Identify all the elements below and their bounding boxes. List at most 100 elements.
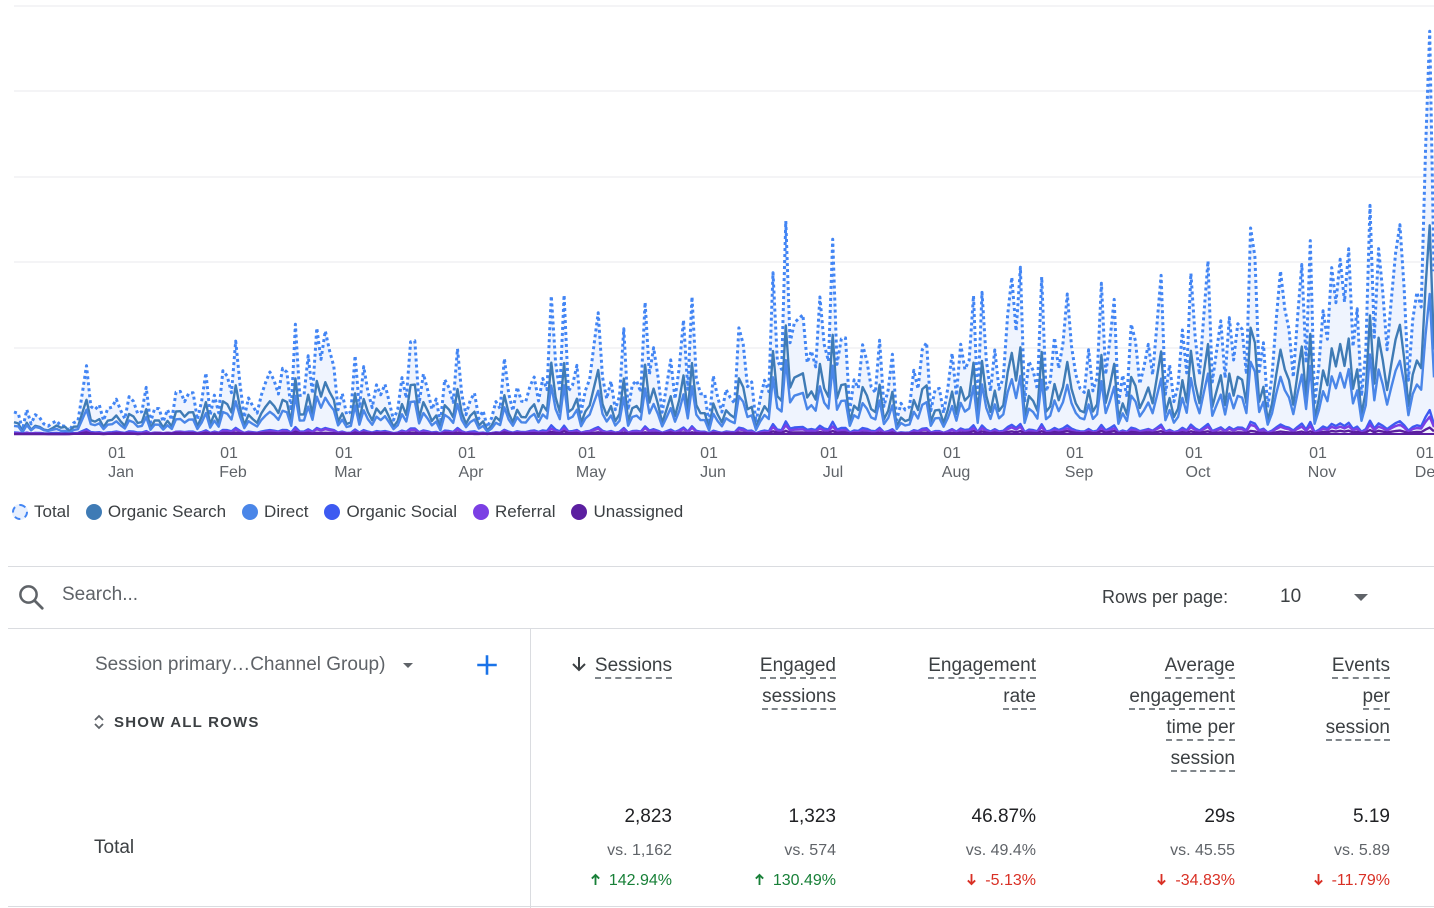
arrow-down-icon[interactable] [571, 655, 587, 673]
series-line-organic-search[interactable] [13, 224, 1434, 434]
unfold-icon [94, 714, 104, 730]
rows-per-page-select[interactable]: 10 [1280, 586, 1302, 607]
delta-text: -11.79% [1331, 872, 1390, 889]
delta-value: -34.83% [1075, 872, 1235, 890]
legend-item-organic-social[interactable]: Organic Social [324, 502, 457, 522]
total-value: 5.19 [1353, 806, 1390, 827]
sessions-line-chart: 01 Jan 01 Feb 01 Mar 01 Apr 01 May 01 Jun 01 Jul 01 Aug… [13, 5, 1434, 481]
column-header-text: sessions [762, 686, 836, 710]
add-dimension-icon[interactable] [474, 652, 500, 678]
dimension-selector[interactable]: Session primary…Channel Group) [95, 654, 414, 676]
caret-down-icon[interactable] [403, 662, 414, 668]
x-tick-label: 01 Mar [334, 445, 362, 481]
arrow-down-icon [1157, 874, 1167, 886]
x-tick-label: 01 Jun [700, 445, 726, 481]
x-tick-day: 01 [335, 445, 353, 462]
column-header-text: Events [1331, 655, 1390, 679]
legend-swatch-icon [571, 504, 588, 520]
x-tick-day: 01 [1066, 445, 1084, 462]
x-tick-month: Jul [823, 464, 843, 481]
delta-value: -11.79% [1230, 872, 1390, 890]
x-tick-label: 01 Apr [458, 445, 484, 481]
legend-swatch-icon [473, 504, 490, 520]
comparison-value: vs. 1,162 [607, 842, 672, 859]
x-tick-day: 01 [700, 445, 718, 462]
x-tick-day: 01 [1309, 445, 1327, 462]
x-tick-label: 01 Jul [820, 445, 843, 481]
rows-per-page-label: Rows per page: [1102, 587, 1229, 607]
x-tick-label: 01 Oct [1185, 445, 1211, 481]
comparison-value: vs. 49.4% [965, 842, 1036, 859]
legend-item-referral[interactable]: Referral [473, 502, 555, 522]
column-header-text: rate [1003, 686, 1036, 710]
legend-item-organic-search[interactable]: Organic Search [85, 502, 226, 522]
series-line-total[interactable] [13, 29, 1434, 433]
legend-swatch-icon [242, 504, 259, 520]
column-header-4[interactable]: Events per session [1270, 650, 1390, 743]
delta-text: -5.13% [985, 872, 1036, 889]
x-tick-month: Feb [219, 464, 247, 481]
divider-top [8, 566, 1434, 567]
x-tick-day: 01 [1185, 445, 1203, 462]
x-tick-day: 01 [458, 445, 476, 462]
x-tick-day: 01 [220, 445, 238, 462]
show-all-rows-label: SHOW ALL ROWS [114, 713, 260, 731]
x-tick-label: 01 May [576, 445, 606, 481]
legend-item-direct[interactable]: Direct [242, 502, 308, 522]
series-line-direct[interactable] [13, 292, 1434, 434]
x-tick-label: 01 Sep [1065, 445, 1094, 481]
delta-value: 142.94% [512, 872, 672, 890]
x-tick-month: Dec [1415, 464, 1434, 481]
legend-swatch-icon [12, 504, 28, 520]
column-header-text: time per [1166, 717, 1235, 741]
arrow-up-icon [591, 873, 600, 885]
table-toolbar: Rows per page: 10 [8, 566, 1434, 628]
x-tick-month: Aug [942, 464, 970, 481]
show-all-rows-button[interactable]: SHOW ALL ROWS [92, 713, 260, 731]
x-tick-day: 01 [1416, 445, 1434, 462]
grid-lines [14, 5, 1434, 349]
delta-text: -34.83% [1175, 872, 1235, 889]
column-header-text: Sessions [594, 655, 672, 679]
delta-text: 130.49% [772, 872, 836, 889]
x-tick-month: Oct [1186, 464, 1211, 481]
x-tick-label: 01 Feb [219, 445, 247, 481]
x-tick-label: 01 Dec [1415, 445, 1434, 481]
dimension-label: Session primary…Channel Group) [95, 654, 386, 675]
comparison-value: vs. 574 [784, 842, 836, 859]
x-tick-month: Apr [459, 464, 485, 481]
legend-label: Unassigned [593, 502, 684, 521]
x-tick-month: Sep [1065, 464, 1094, 481]
x-tick-label: 01 Nov [1308, 445, 1336, 481]
x-tick-day: 01 [943, 445, 961, 462]
x-tick-label: 01 Jan [108, 445, 134, 481]
column-header-text: session [1325, 717, 1390, 741]
total-row-label: Total [94, 837, 135, 858]
comparison-value: vs. 45.55 [1170, 842, 1235, 859]
column-header-text: Average [1164, 655, 1235, 679]
total-value: 2,823 [624, 806, 672, 827]
legend-swatch-icon [85, 504, 102, 520]
search-icon[interactable] [16, 582, 46, 612]
search-input[interactable] [62, 580, 562, 610]
column-header-text: engagement [1129, 686, 1235, 710]
delta-value: 130.49% [676, 872, 836, 890]
total-value: 46.87% [971, 806, 1036, 827]
column-header-text: Engaged [759, 655, 836, 679]
column-header-text: per [1362, 686, 1390, 710]
column-header-1[interactable]: Engaged sessions [686, 650, 836, 712]
column-divider [530, 628, 531, 908]
column-header-0[interactable]: Sessions [522, 650, 672, 681]
x-tick-month: Jan [108, 464, 134, 481]
arrow-down-icon [1313, 874, 1323, 886]
x-tick-month: Nov [1308, 464, 1336, 481]
x-tick-month: Mar [334, 464, 362, 481]
column-header-text: Engagement [928, 655, 1036, 679]
legend-item-total[interactable]: Total [12, 502, 70, 522]
legend-item-unassigned[interactable]: Unassigned [571, 502, 683, 522]
column-header-2[interactable]: Engagement rate [876, 650, 1036, 712]
arrow-up-icon [755, 873, 764, 885]
column-header-3[interactable]: Average engagement time per session [1075, 650, 1235, 774]
chevron-down-icon[interactable] [1354, 594, 1368, 601]
x-tick-day: 01 [108, 445, 126, 462]
